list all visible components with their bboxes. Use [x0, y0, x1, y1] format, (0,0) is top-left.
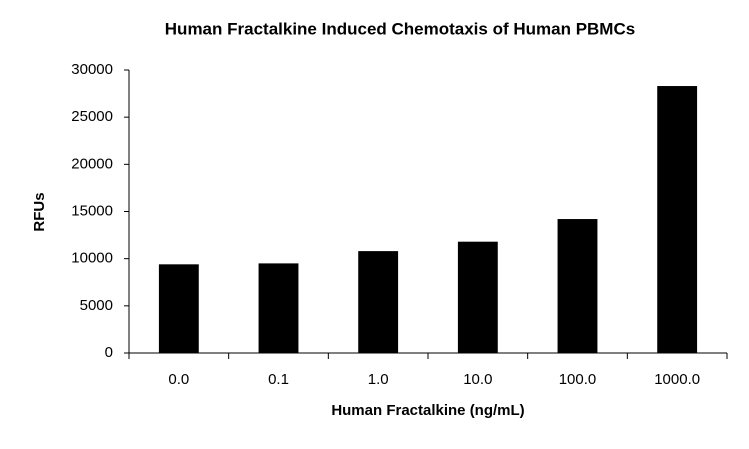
y-tick-label: 10000: [71, 250, 113, 267]
bar: [158, 264, 199, 353]
x-axis-title: Human Fractalkine (ng/mL): [331, 402, 524, 419]
x-tick-label: 1000.0: [654, 371, 700, 388]
y-tick-label: 5000: [80, 297, 113, 314]
bar: [358, 251, 399, 353]
bar: [557, 219, 598, 353]
chart-title: Human Fractalkine Induced Chemotaxis of …: [165, 19, 635, 38]
x-tick-label: 0.0: [168, 371, 189, 388]
y-tick-label: 0: [105, 344, 113, 361]
bar: [457, 241, 498, 353]
x-tick-label: 100.0: [559, 371, 597, 388]
bar: [657, 86, 698, 353]
y-tick-label: 15000: [71, 202, 113, 219]
x-tick-label: 10.0: [463, 371, 492, 388]
bar: [258, 263, 299, 353]
y-tick-label: 30000: [71, 61, 113, 78]
y-tick-label: 25000: [71, 108, 113, 125]
x-tick-label: 0.1: [268, 371, 289, 388]
y-tick-label: 20000: [71, 155, 113, 172]
x-tick-label: 1.0: [368, 371, 389, 388]
y-axis-title: RFUs: [31, 192, 48, 231]
